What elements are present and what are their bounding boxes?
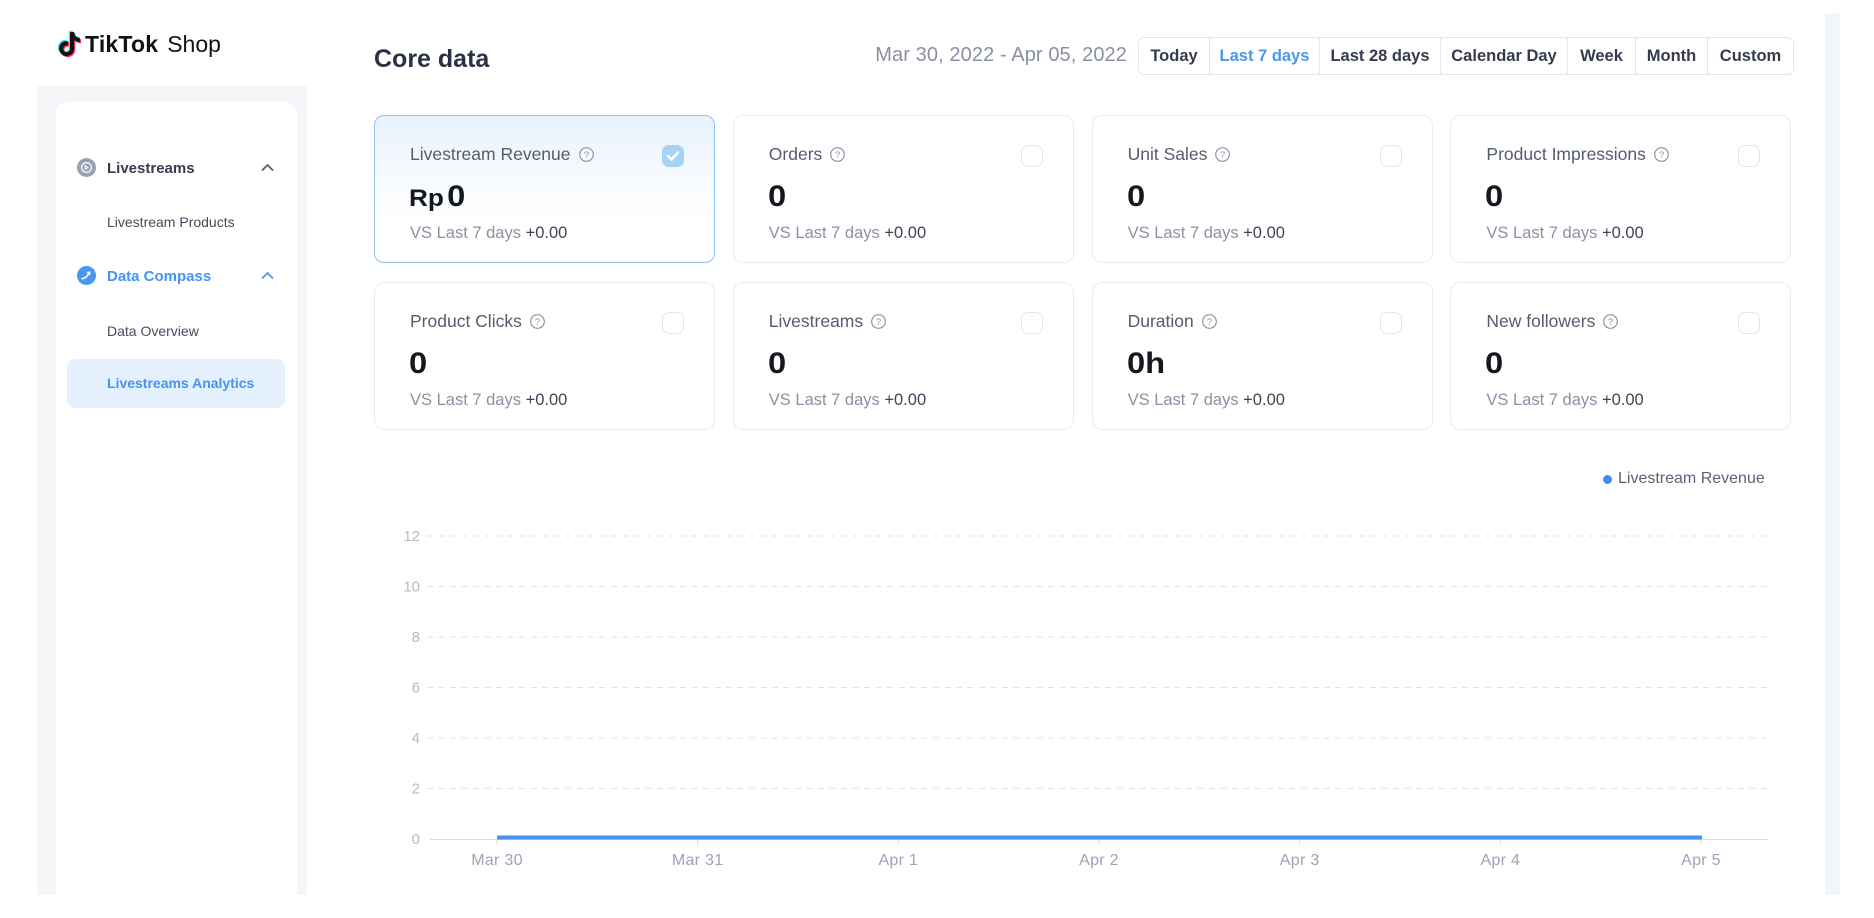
- svg-text:Apr 1: Apr 1: [878, 852, 918, 869]
- svg-text:Apr 4: Apr 4: [1480, 852, 1520, 869]
- svg-text:Apr 3: Apr 3: [1280, 852, 1320, 869]
- svg-text:2: 2: [412, 781, 420, 798]
- svg-text:?: ?: [835, 149, 840, 160]
- svg-text:?: ?: [1207, 316, 1212, 327]
- svg-text:4: 4: [412, 730, 420, 747]
- svg-text:?: ?: [1608, 316, 1613, 327]
- svg-text:12: 12: [403, 528, 420, 545]
- svg-text:?: ?: [1659, 149, 1664, 160]
- svg-text:6: 6: [412, 680, 420, 697]
- svg-text:10: 10: [403, 579, 420, 596]
- svg-text:Mar 31: Mar 31: [672, 852, 724, 869]
- svg-text:?: ?: [535, 316, 540, 327]
- svg-text:0: 0: [412, 831, 420, 848]
- svg-text:8: 8: [412, 629, 420, 646]
- svg-text:Mar 30: Mar 30: [471, 852, 523, 869]
- svg-text:?: ?: [1220, 149, 1225, 160]
- svg-text:?: ?: [583, 149, 588, 160]
- svg-text:?: ?: [876, 316, 881, 327]
- svg-text:Apr 2: Apr 2: [1079, 852, 1119, 869]
- svg-text:Apr 5: Apr 5: [1681, 852, 1721, 869]
